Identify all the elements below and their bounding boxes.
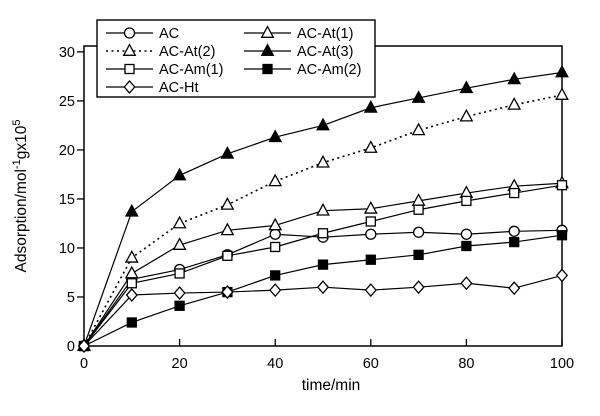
series-marker-AC-Am(2) (365, 254, 376, 265)
y-tick-label: 30 (59, 45, 75, 61)
y-tick-label: 5 (67, 290, 75, 306)
series-marker-AC-Ht (508, 281, 521, 296)
series-marker-AC-Am(2) (461, 240, 472, 252)
series-marker-AC-Ht (77, 339, 91, 353)
x-tick-label: 80 (458, 356, 474, 372)
series-marker-AC-At(2) (507, 97, 522, 110)
y-tick-label: 20 (59, 143, 75, 159)
legend-label-AC-At(1): AC-At(1) (297, 26, 353, 42)
series-marker-AC-Am(2) (556, 230, 568, 241)
series-marker-AC-Ht (173, 286, 186, 301)
series-marker-AC-At(1) (268, 217, 283, 231)
series-marker-AC-At(2) (411, 122, 426, 136)
series-marker-AC-Am(1) (270, 241, 281, 253)
series-marker-AC-At(2) (363, 140, 378, 153)
series-marker-AC-Ht (316, 280, 330, 295)
legend-marker-AC (123, 27, 136, 39)
series-marker-AC-Am(1) (461, 195, 472, 207)
y-tick-label: 15 (59, 192, 75, 208)
x-tick-label: 20 (172, 356, 188, 372)
series-marker-AC-At(1) (124, 265, 139, 279)
series-marker-AC-At(1) (172, 237, 187, 250)
series-marker-AC-At(3) (124, 203, 139, 217)
series-marker-AC-Ht (125, 288, 138, 303)
series-marker-AC-At(1) (316, 202, 330, 216)
series-marker-AC-Ht (460, 276, 473, 291)
legend-marker-AC-At(1) (260, 25, 275, 38)
series-marker-AC-Ht (221, 285, 234, 300)
series-marker-AC-At(2) (459, 108, 474, 122)
legend-marker-AC-Am(1) (124, 63, 135, 75)
series-marker-AC-Am(1) (126, 278, 137, 289)
legend-label-AC-Am(1): AC-Am(1) (159, 62, 223, 78)
series-marker-AC-At(3) (363, 100, 378, 113)
y-tick-label: 25 (59, 94, 75, 110)
series-marker-AC-At(3) (555, 64, 569, 78)
series-marker-AC-Am(1) (222, 250, 233, 261)
series-marker-AC-At(3) (507, 71, 522, 85)
series-marker-AC-Am(1) (556, 180, 568, 191)
series-marker-AC (269, 228, 281, 240)
legend-label-AC-Ht: AC-Ht (159, 80, 198, 96)
series-marker-AC-Ht (364, 283, 377, 298)
series-marker-AC-At(3) (172, 167, 187, 181)
series-marker-AC-At(1) (363, 200, 378, 214)
x-tick-label: 60 (363, 356, 379, 372)
series-marker-AC-At(3) (268, 129, 283, 143)
series-marker-AC-Am(1) (509, 187, 520, 199)
series-marker-AC-Am(2) (174, 300, 185, 311)
series-marker-AC-Am(1) (317, 228, 329, 239)
series-marker-AC-Am(1) (174, 268, 185, 279)
series-marker-AC (508, 225, 520, 237)
series-marker-AC-Am(1) (365, 216, 376, 227)
legend-marker-AC-Am(2) (262, 63, 273, 75)
series-marker-AC-Am(2) (317, 259, 329, 270)
legend-marker-AC-At(3) (260, 43, 275, 56)
series-marker-AC-At(3) (411, 90, 426, 103)
series-marker-AC-At(2) (316, 154, 330, 168)
series-marker-AC (412, 226, 425, 238)
series-marker-AC-At(3) (459, 80, 474, 94)
series-marker-AC-Am(2) (413, 249, 424, 260)
series-marker-AC-Ht (555, 268, 569, 283)
series-marker-AC-Am(2) (509, 236, 520, 248)
series-marker-AC-Am(1) (413, 204, 424, 215)
series-marker-AC-At(2) (555, 87, 569, 100)
legend-label-AC: AC (159, 26, 179, 42)
x-tick-label: 100 (550, 356, 574, 372)
legend-marker-AC-Ht (123, 80, 136, 94)
series-marker-AC-Ht (412, 280, 425, 295)
series-marker-AC-At(3) (220, 146, 235, 159)
legend-label-AC-At(3): AC-At(3) (297, 44, 353, 60)
x-tick-label: 40 (267, 356, 283, 372)
y-axis-title: Adsorption/mol-1gx105 (11, 120, 30, 273)
y-tick-label: 0 (67, 339, 75, 355)
legend-label-AC-Am(2): AC-Am(2) (297, 62, 361, 78)
series-marker-AC-At(2) (172, 215, 187, 229)
series-marker-AC-Ht (269, 283, 282, 298)
series-marker-AC-At(2) (268, 173, 283, 187)
series-marker-AC-At(2) (124, 250, 139, 263)
x-tick-label: 0 (80, 356, 88, 372)
series-marker-AC-At(2) (220, 197, 235, 210)
series-marker-AC-Am(2) (126, 317, 137, 328)
series-marker-AC-Am(2) (270, 270, 281, 281)
x-axis-title: time/min (302, 377, 361, 394)
legend-marker-AC-At(2) (122, 43, 137, 56)
series-marker-AC-At(1) (220, 222, 235, 236)
legend-label-AC-At(2): AC-At(2) (159, 44, 215, 60)
series-marker-AC (460, 228, 473, 240)
series-marker-AC (365, 228, 377, 240)
series-marker-AC-At(3) (316, 117, 330, 131)
y-tick-label: 10 (59, 241, 75, 257)
